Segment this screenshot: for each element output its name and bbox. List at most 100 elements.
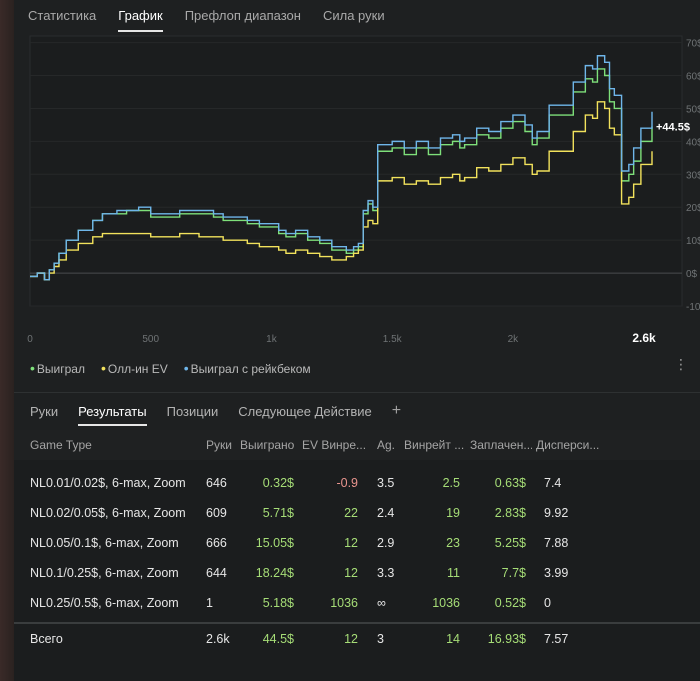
cell-winrate: 11 [447,566,460,580]
total-divider [14,622,700,624]
cell-paid: 0.63$ [494,476,526,490]
cell-total-label: Всего [30,632,63,646]
y-tick-label: 70$ [686,39,700,50]
cell-aggression: 2.9 [377,536,395,550]
cell-paid: 0.52$ [494,596,526,610]
cell-game-type: NL0.02/0.05$, 6-max, Zoom [30,506,186,520]
y-tick-label: 0$ [686,269,698,280]
legend-label: Выиграл с рейкбеком [190,362,311,376]
x-tick-label: 500 [142,334,159,345]
legend-label: Выиграл [36,362,85,376]
chart-legend: • Выиграл • Олл-ин EV • Выиграл с рейкбеком [30,360,311,376]
main-tabs: Статистика График Префлоп диапазон Сила … [28,8,385,32]
cell-aggression: 3 [377,632,384,646]
table-total-row[interactable]: Всего 2.6k 44.5$ 12 3 14 16.93$ 7.57 [14,624,700,654]
tab-preflop-range[interactable]: Префлоп диапазон [184,8,301,23]
cell-game-type: NL0.01/0.02$, 6-max, Zoom [30,476,186,490]
cell-hands: 1 [206,596,213,610]
y-tick-label: 50$ [686,104,700,115]
col-paid[interactable]: Заплачен... [470,438,532,452]
y-tick-label: -10$ [686,302,700,313]
cell-aggression: 3.3 [377,566,395,580]
cell-aggression: 3.5 [377,476,395,490]
winnings-chart: 70$ 60$ 50$ 40$ 30$ 20$ 10$ 0$ -10$ 0 500 1k 1.5k 2k… [14,34,700,356]
legend-item-allin-ev[interactable]: • Олл-ин EV [101,360,168,376]
table-row[interactable]: NL0.1/0.25$, 6-max, Zoom 644 18.24$ 12 3… [14,558,700,588]
cell-winrate: 23 [446,536,460,550]
x-tick-label: 1.5k [383,334,403,345]
table-row[interactable]: NL0.05/0.1$, 6-max, Zoom 666 15.05$ 12 2… [14,528,700,558]
col-aggression[interactable]: Ag. [377,438,396,452]
cell-winrate: 14 [446,632,460,646]
window-edge [0,0,14,681]
x-tick-label: 2.6k [632,331,656,345]
results-table-header: Game Type Руки Выиграно EV Винре... Ag. … [14,430,700,460]
tab-results[interactable]: Результаты [78,404,147,426]
cell-ev-winrate: -0.9 [336,476,358,490]
tab-graph[interactable]: График [118,8,163,32]
cell-won: 44.5$ [262,632,294,646]
cell-won: 15.05$ [255,536,294,550]
cell-game-type: NL0.05/0.1$, 6-max, Zoom [30,536,179,550]
cell-variance: 7.57 [544,632,569,646]
y-tick-label: 40$ [686,137,700,148]
cell-paid: 7.7$ [501,566,526,580]
x-tick-label: 2k [508,334,520,345]
col-ev-winrate[interactable]: EV Винре... [302,438,367,452]
legend-dot-icon: • [183,360,189,376]
y-tick-label: 30$ [686,170,700,181]
cell-hands: 666 [206,536,227,550]
y-tick-label: 20$ [686,203,700,214]
cell-hands: 609 [206,506,227,520]
series-line-1 [30,101,653,281]
legend-item-won-rakeback[interactable]: • Выиграл с рейкбеком [184,360,311,376]
cell-aggression: 2.4 [377,506,395,520]
tab-hands[interactable]: Руки [30,404,59,419]
cell-won: 5.71$ [262,506,294,520]
col-hands[interactable]: Руки [206,438,232,452]
col-winrate[interactable]: Винрейт ... [404,438,465,452]
tab-next-action[interactable]: Следующее Действие [238,404,372,419]
cell-variance: 9.92 [544,506,569,520]
col-variance[interactable]: Дисперси... [536,438,600,452]
cell-ev-winrate: 12 [344,632,358,646]
cell-won: 5.18$ [262,596,294,610]
cell-won: 0.32$ [262,476,294,490]
end-value-label: +44.5$ [656,122,690,134]
cell-game-type: NL0.1/0.25$, 6-max, Zoom [30,566,179,580]
cell-ev-winrate: 12 [344,566,358,580]
cell-hands: 646 [206,476,227,490]
legend-dot-icon: • [30,360,35,376]
cell-hands: 644 [206,566,227,580]
cell-variance: 7.88 [544,536,569,550]
cell-ev-winrate: 22 [344,506,358,520]
series-line-2 [30,55,653,281]
y-tick-label: 60$ [686,72,700,83]
col-won[interactable]: Выиграно [240,438,295,452]
legend-label: Олл-ин EV [107,362,168,376]
col-game-type[interactable]: Game Type [30,438,92,452]
more-options-icon[interactable]: ⋮ [674,356,688,372]
cell-variance: 3.99 [544,566,569,580]
cell-winrate: 2.5 [442,476,460,490]
add-tab-icon[interactable]: + [391,402,402,419]
cell-game-type: NL0.25/0.5$, 6-max, Zoom [30,596,179,610]
tab-positions[interactable]: Позиции [166,404,219,419]
tab-hand-strength[interactable]: Сила руки [322,8,385,23]
legend-dot-icon: • [100,360,106,376]
table-row[interactable]: NL0.25/0.5$, 6-max, Zoom 1 5.18$ 1036 ∞ … [14,588,700,618]
cell-variance: 7.4 [544,476,562,490]
table-row[interactable]: NL0.02/0.05$, 6-max, Zoom 609 5.71$ 22 2… [14,498,700,528]
legend-item-won[interactable]: • Выиграл [30,360,85,376]
cell-won: 18.24$ [255,566,294,580]
cell-ev-winrate: 1036 [330,596,358,610]
cell-ev-winrate: 12 [344,536,358,550]
sub-tabs: Руки Результаты Позиции Следующее Действ… [30,402,402,426]
results-table-body-bg [14,460,700,681]
table-row[interactable]: NL0.01/0.02$, 6-max, Zoom 646 0.32$ -0.9… [14,468,700,498]
cell-hands: 2.6k [206,632,230,646]
tab-statistics[interactable]: Статистика [28,8,97,23]
cell-winrate: 1036 [432,596,460,610]
plot-area [29,35,683,307]
section-divider [14,392,700,393]
